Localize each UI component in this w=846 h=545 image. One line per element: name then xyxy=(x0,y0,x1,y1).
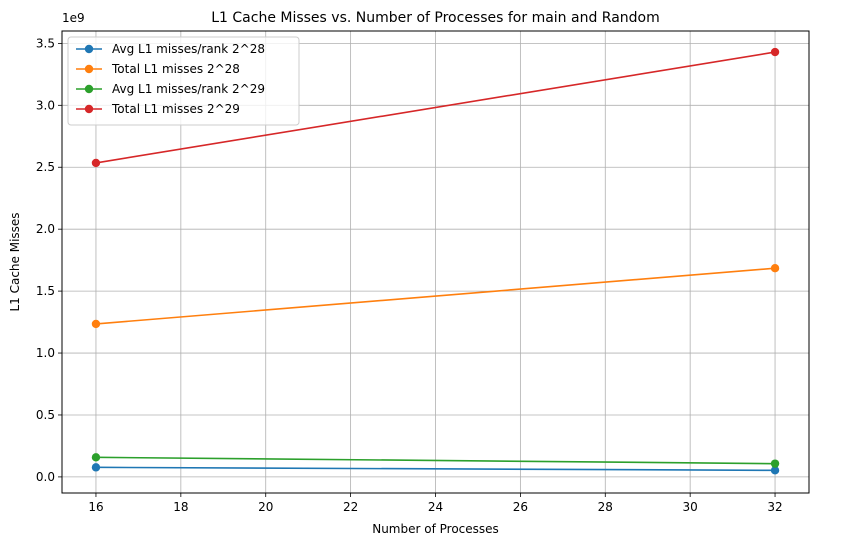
x-tick-label: 16 xyxy=(88,500,103,514)
legend-label: Avg L1 misses/rank 2^28 xyxy=(112,42,265,56)
x-tick-label: 24 xyxy=(428,500,443,514)
legend-marker xyxy=(84,84,94,94)
x-axis-label: Number of Processes xyxy=(372,522,499,536)
y-tick-label: 3.5 xyxy=(36,36,55,50)
legend-marker xyxy=(84,44,94,54)
legend: Avg L1 misses/rank 2^28 Total L1 misses 2… xyxy=(67,36,300,126)
x-tick-label: 30 xyxy=(683,500,698,514)
series-2-point xyxy=(91,319,101,329)
y-axis-offset-label: 1e9 xyxy=(62,11,85,25)
x-axis-ticks: 16 18 20 22 24 26 28 30 32 xyxy=(88,493,783,514)
legend-item: Total L1 misses 2^29 xyxy=(76,102,240,116)
legend-label: Avg L1 misses/rank 2^29 xyxy=(112,82,265,96)
chart-title: L1 Cache Misses vs. Number of Processes … xyxy=(211,10,660,26)
x-tick-label: 20 xyxy=(258,500,273,514)
y-tick-label: 0.0 xyxy=(36,470,55,484)
x-tick-label: 32 xyxy=(767,500,782,514)
y-tick-label: 2.0 xyxy=(36,222,55,236)
y-tick-label: 3.0 xyxy=(36,98,55,112)
series-3-point xyxy=(770,459,780,468)
series-3-point xyxy=(91,453,101,462)
legend-label: Total L1 misses 2^28 xyxy=(111,62,240,76)
y-tick-label: 1.5 xyxy=(36,284,55,298)
x-tick-label: 18 xyxy=(173,500,188,514)
series-line-4 xyxy=(95,51,776,164)
x-tick-label: 22 xyxy=(343,500,358,514)
y-axis-label: L1 Cache Misses xyxy=(8,212,22,311)
series-1-point xyxy=(770,466,780,475)
legend-marker xyxy=(84,64,94,74)
legend-item: Avg L1 misses/rank 2^28 xyxy=(76,42,265,56)
series-4-point xyxy=(91,158,101,168)
series-line-2 xyxy=(95,267,776,325)
y-tick-label: 2.5 xyxy=(36,160,55,174)
series-group xyxy=(91,47,780,475)
y-tick-label: 1.0 xyxy=(36,346,55,360)
y-axis-ticks: 0.0 0.5 1.0 1.5 2.0 2.5 3.0 3.5 xyxy=(36,36,62,484)
series-line-3 xyxy=(95,456,776,465)
legend-item: Total L1 misses 2^28 xyxy=(76,62,240,76)
series-2-point xyxy=(770,263,780,273)
series-line-1 xyxy=(95,466,776,472)
y-tick-label: 0.5 xyxy=(36,408,55,422)
x-tick-label: 28 xyxy=(598,500,613,514)
legend-item: Avg L1 misses/rank 2^29 xyxy=(76,82,265,96)
plot-area-frame xyxy=(61,30,810,494)
series-4-point xyxy=(770,47,780,57)
series-1-point xyxy=(91,463,101,472)
x-tick-label: 26 xyxy=(513,500,528,514)
legend-label: Total L1 misses 2^29 xyxy=(111,102,240,116)
legend-marker xyxy=(84,104,94,114)
legend-box xyxy=(67,36,300,126)
